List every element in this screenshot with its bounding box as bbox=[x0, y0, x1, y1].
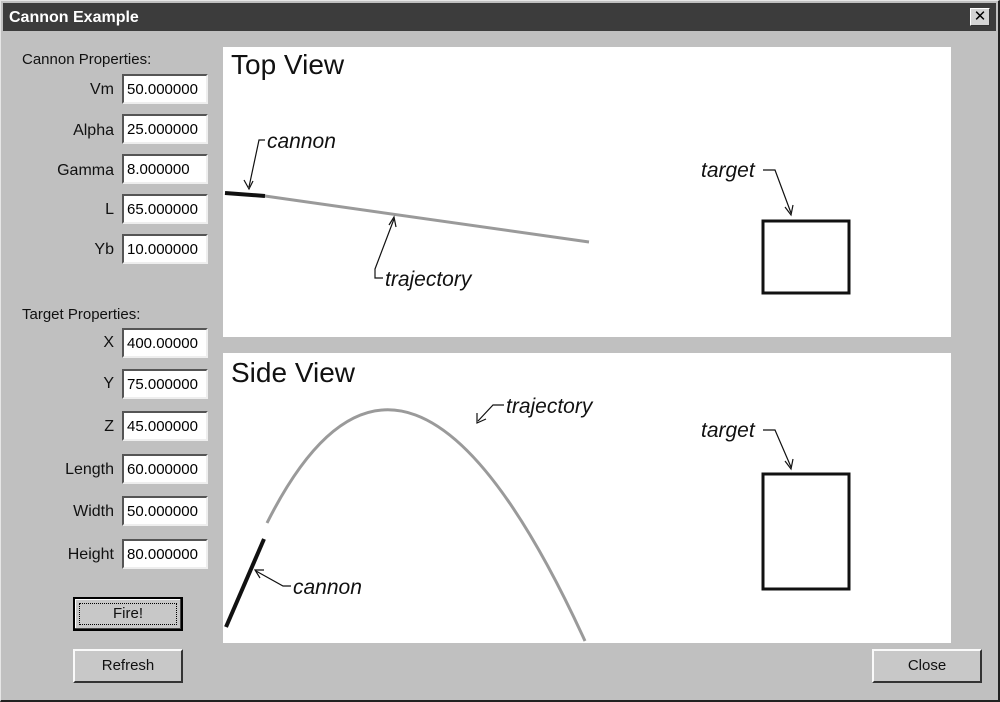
top-cannon-label: cannon bbox=[267, 130, 336, 153]
side-view-title: Side View bbox=[231, 357, 356, 388]
side-trajectory-arc bbox=[265, 408, 587, 642]
focus-rect bbox=[79, 603, 177, 625]
width-label: Width bbox=[73, 503, 114, 520]
z-field[interactable] bbox=[122, 411, 208, 441]
close-button[interactable]: Close bbox=[872, 649, 982, 683]
top-cannon-arrow bbox=[248, 139, 265, 188]
top-trajectory-arrowhead bbox=[388, 215, 397, 228]
target-properties-heading: Target Properties: bbox=[22, 306, 141, 323]
refresh-button-label: Refresh bbox=[101, 657, 155, 674]
side-cannon-arrowhead bbox=[253, 569, 264, 579]
y-field[interactable] bbox=[122, 369, 208, 399]
top-target-box bbox=[761, 219, 851, 295]
y-label: Y bbox=[103, 375, 114, 392]
x-label: X bbox=[103, 334, 114, 351]
width-field[interactable] bbox=[122, 496, 208, 526]
height-label: Height bbox=[67, 546, 114, 563]
top-target-arrowhead bbox=[784, 204, 794, 217]
window-title: Cannon Example bbox=[9, 9, 139, 26]
side-target-arrowhead bbox=[784, 458, 794, 471]
vm-label: Vm bbox=[90, 81, 114, 98]
z-label: Z bbox=[104, 418, 114, 435]
l-label: L bbox=[105, 201, 114, 218]
side-trajectory-label: trajectory bbox=[506, 395, 594, 418]
top-trajectory-line bbox=[264, 194, 590, 244]
side-view-canvas: trajectory cannon target bbox=[224, 395, 851, 642]
yb-field[interactable] bbox=[122, 234, 208, 264]
fire-button-label: Fire! bbox=[113, 605, 143, 622]
side-cannon-arrow bbox=[255, 570, 291, 587]
x-field[interactable] bbox=[122, 328, 208, 358]
close-icon[interactable]: ✕ bbox=[970, 8, 990, 26]
top-trajectory-label: trajectory bbox=[385, 268, 473, 291]
gamma-field[interactable] bbox=[122, 154, 208, 184]
top-view-title: Top View bbox=[231, 49, 345, 80]
side-target-box bbox=[761, 472, 851, 591]
top-cannon-barrel bbox=[224, 191, 266, 198]
refresh-button[interactable]: Refresh bbox=[73, 649, 183, 683]
side-view-panel: trajectory cannon target Side View bbox=[223, 353, 951, 643]
length-field[interactable] bbox=[122, 454, 208, 484]
side-trajectory-arrow bbox=[477, 404, 504, 422]
cannon-properties-heading: Cannon Properties: bbox=[22, 51, 152, 68]
side-trajectory-arrowhead bbox=[476, 413, 487, 424]
height-field[interactable] bbox=[122, 539, 208, 569]
length-label: Length bbox=[65, 461, 114, 478]
side-target-label: target bbox=[701, 419, 756, 442]
alpha-label: Alpha bbox=[73, 122, 114, 139]
gamma-label: Gamma bbox=[57, 162, 114, 179]
close-button-label: Close bbox=[907, 657, 947, 674]
top-target-label: target bbox=[701, 159, 756, 182]
top-trajectory-arrow bbox=[374, 218, 395, 279]
top-view-canvas: cannon trajectory target bbox=[224, 130, 851, 295]
top-target-arrow bbox=[763, 169, 792, 214]
alpha-field[interactable] bbox=[122, 114, 208, 144]
top-cannon-arrowhead bbox=[243, 179, 254, 191]
top-view-panel: cannon trajectory target Top View bbox=[223, 47, 951, 337]
fire-button[interactable]: Fire! bbox=[73, 597, 183, 631]
l-field[interactable] bbox=[122, 194, 208, 224]
vm-field[interactable] bbox=[122, 74, 208, 104]
side-cannon-label: cannon bbox=[293, 576, 362, 599]
yb-label: Yb bbox=[94, 241, 114, 258]
title-bar[interactable]: Cannon Example ✕ bbox=[3, 3, 996, 31]
side-target-arrow bbox=[763, 429, 792, 468]
side-cannon-barrel bbox=[224, 538, 266, 628]
